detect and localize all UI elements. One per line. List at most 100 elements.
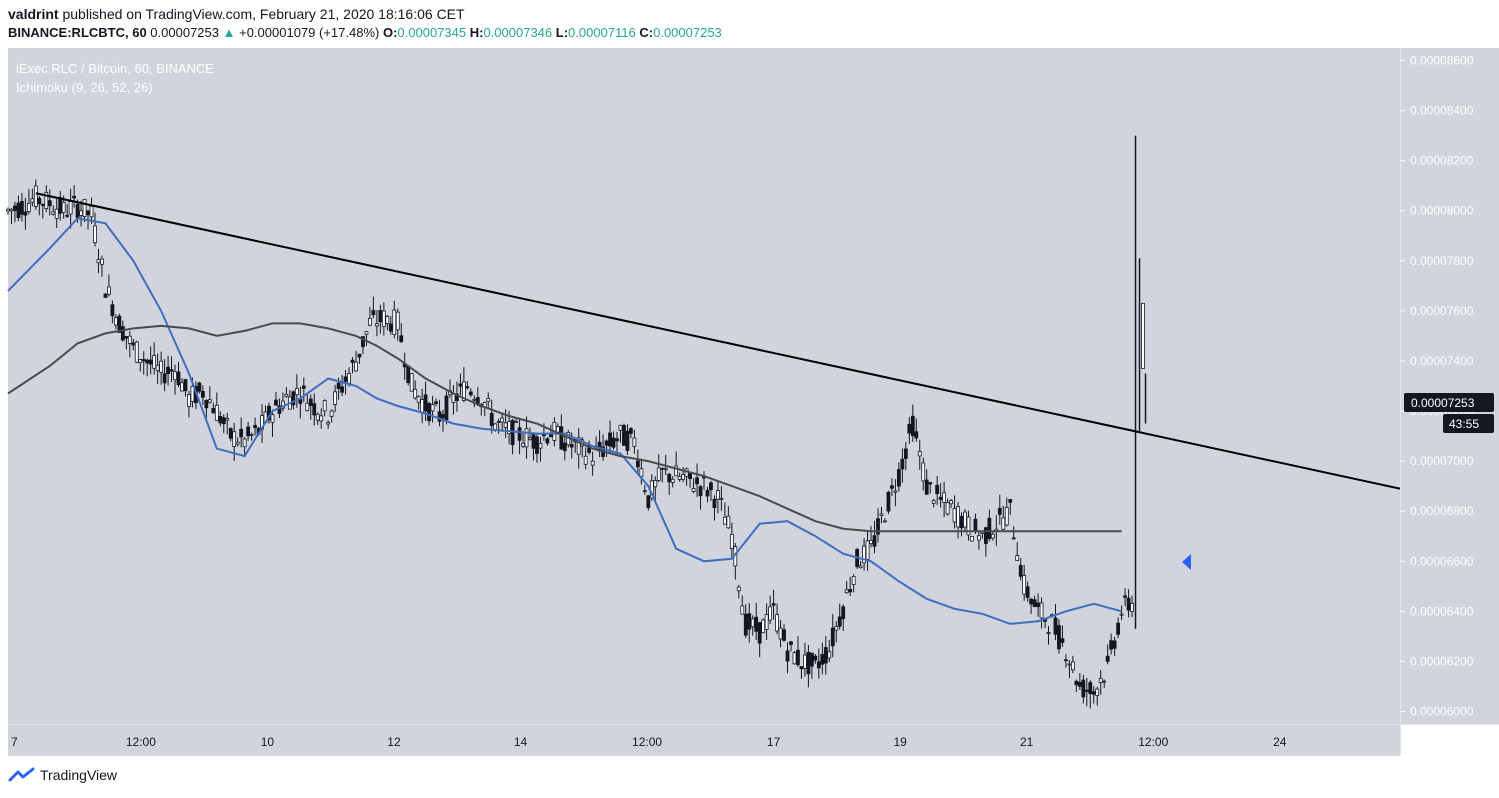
candle-body [333, 391, 338, 405]
symbol-info: BINANCE:RLCBTC, 60 0.00007253 ▲ +0.00001… [8, 25, 722, 40]
high-value: 0.00007346 [483, 25, 553, 40]
candle-body [503, 422, 508, 428]
candle-body [785, 650, 790, 662]
candle-body [709, 482, 713, 491]
candle-body [207, 399, 212, 403]
candle-body [434, 401, 438, 405]
candle-body [858, 565, 863, 569]
candle-body [110, 304, 115, 317]
candle-body [1029, 598, 1034, 605]
candle-body [716, 490, 720, 500]
candle-body [622, 425, 626, 446]
candle-body [489, 412, 494, 426]
candle-body [931, 500, 936, 504]
candle-body [239, 428, 244, 438]
open-label: O: [382, 25, 398, 40]
candle-body [528, 437, 532, 440]
plot-background [8, 48, 1400, 724]
candle-body [1011, 537, 1016, 540]
candle-body [977, 535, 981, 541]
candle-body [93, 225, 97, 244]
countdown-tag [1443, 414, 1494, 433]
candle-body [514, 421, 518, 423]
candle-body [646, 495, 651, 509]
candle-body [364, 331, 369, 335]
candle-body [458, 383, 463, 387]
candle-body [670, 478, 675, 483]
candle-body [361, 336, 365, 348]
candle-body [1098, 677, 1103, 683]
candle-body [441, 414, 445, 419]
candle-body [270, 414, 275, 423]
candle-body [444, 395, 449, 421]
close-value: 0.00007253 [653, 25, 722, 40]
candle-body [615, 438, 619, 442]
candle-body [249, 433, 254, 436]
candle-body [1025, 586, 1030, 598]
candle-body [775, 614, 779, 632]
change-arrow-icon: ▲ [222, 25, 236, 40]
candle-body [1067, 663, 1072, 666]
descending-trendline[interactable] [35, 192, 1401, 490]
candle-body [232, 431, 237, 447]
candle-body [155, 364, 160, 371]
candle-body [757, 622, 762, 644]
candle-body [395, 311, 400, 331]
indicator-line-1 [7, 322, 1122, 533]
candle-body [921, 462, 926, 482]
x-tick-label: 17 [767, 735, 781, 749]
y-tick-label: 0.00006200 [1410, 654, 1474, 668]
candle-body [294, 388, 299, 395]
candle-body [312, 403, 317, 416]
candle-body [629, 428, 633, 434]
candle-body [197, 382, 202, 392]
candle-body [952, 508, 957, 523]
candle-body [827, 651, 832, 659]
candle-body [166, 366, 170, 375]
candle-body [496, 421, 501, 423]
candle-body [9, 208, 14, 212]
candle-body [848, 589, 853, 593]
marker-arrow-icon[interactable] [1182, 554, 1191, 570]
candle-body [966, 516, 971, 536]
candle-body [1053, 617, 1058, 635]
x-tick-label: 10 [261, 735, 275, 749]
candle-body [667, 473, 672, 483]
candle-body [1091, 691, 1096, 695]
candle-body [30, 198, 35, 203]
candle-body [674, 465, 679, 477]
candle-body [385, 315, 390, 324]
candle-body [190, 386, 195, 402]
candle-body [1084, 689, 1089, 692]
candle-body [1032, 599, 1037, 608]
candle-body [771, 603, 776, 606]
candle-body [879, 513, 884, 516]
y-tick-label: 0.00008200 [1410, 154, 1474, 168]
candle-body [618, 424, 623, 431]
candle-body [521, 442, 525, 447]
candle-body [20, 201, 24, 215]
candle-body [173, 371, 177, 381]
author-name[interactable]: valdrint [8, 6, 59, 22]
candle-body [1112, 640, 1117, 649]
candle-body [1130, 603, 1134, 612]
symbol-label: BINANCE:RLCBTC, 60 [8, 25, 147, 40]
candle-body [900, 458, 905, 470]
last-price: 0.00007253 [150, 25, 219, 40]
candle-body [559, 426, 564, 450]
candle-body [935, 484, 940, 495]
candle-body [200, 390, 205, 398]
candle-body [113, 317, 118, 326]
x-tick-label: 14 [514, 735, 528, 749]
footer-brand[interactable]: TradingView [8, 767, 117, 783]
low-label: L: [555, 25, 569, 40]
candle-body [747, 613, 752, 630]
candle-body [1001, 517, 1006, 530]
candle-body [893, 490, 898, 493]
candle-body [1018, 565, 1023, 577]
candle-body [378, 310, 383, 323]
candle-body [180, 382, 184, 392]
candle-body [486, 398, 491, 402]
candle-body [86, 210, 90, 216]
